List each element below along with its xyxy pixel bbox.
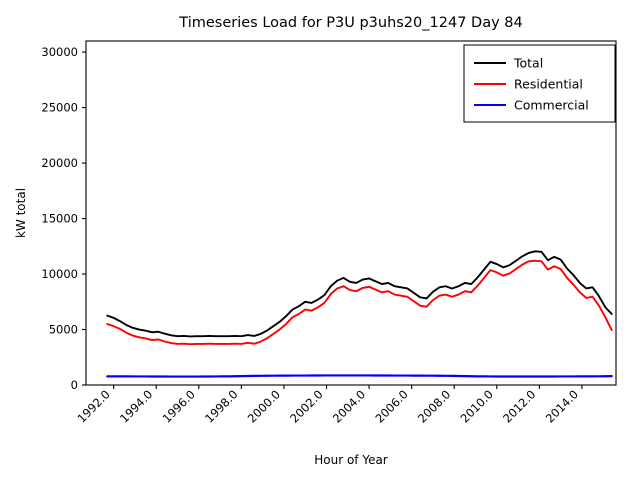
x-tick-label: 2014.0 <box>543 387 581 425</box>
series-line-total <box>106 250 613 338</box>
x-tick-label: 2008.0 <box>415 387 453 425</box>
x-tick-label: 1996.0 <box>160 387 198 425</box>
y-tick-label: 25000 <box>41 101 78 115</box>
x-axis-label: Hour of Year <box>314 453 388 467</box>
x-tick-label: 2012.0 <box>500 387 538 425</box>
series-line-commercial <box>106 374 613 378</box>
series-line-residential <box>106 259 613 346</box>
y-axis-ticks: 0 5000 10000 15000 20000 25000 30000 <box>41 45 86 392</box>
y-tick-label: 30000 <box>41 45 78 59</box>
legend-label-residential: Residential <box>514 77 583 92</box>
y-tick-label: 15000 <box>41 212 78 226</box>
y-tick-label: 0 <box>71 378 78 392</box>
x-tick-label: 1994.0 <box>117 387 155 425</box>
y-tick-label: 20000 <box>41 156 78 170</box>
x-tick-label: 1998.0 <box>202 387 240 425</box>
y-tick-label: 10000 <box>41 267 78 281</box>
x-tick-label: 2002.0 <box>287 387 325 425</box>
legend-label-total: Total <box>513 56 543 71</box>
plot-area-border <box>85 40 617 386</box>
x-tick-label: 2006.0 <box>372 387 410 425</box>
data-series-group <box>106 250 613 378</box>
y-axis-label: kW total <box>14 188 28 238</box>
x-tick-label: 2010.0 <box>458 387 496 425</box>
chart-title: Timeseries Load for P3U p3uhs20_1247 Day… <box>178 15 522 31</box>
legend-label-commercial: Commercial <box>514 98 589 113</box>
x-tick-label: 1992.0 <box>74 387 112 425</box>
y-tick-label: 5000 <box>49 323 78 337</box>
x-axis-ticks: 1992.0 1994.0 1996.0 1998.0 2000.0 2002.0 2004… <box>74 385 583 426</box>
x-tick-label: 2000.0 <box>245 387 283 425</box>
chart-legend: Total Residential Commercial <box>463 44 616 123</box>
x-tick-label: 2004.0 <box>330 387 368 425</box>
